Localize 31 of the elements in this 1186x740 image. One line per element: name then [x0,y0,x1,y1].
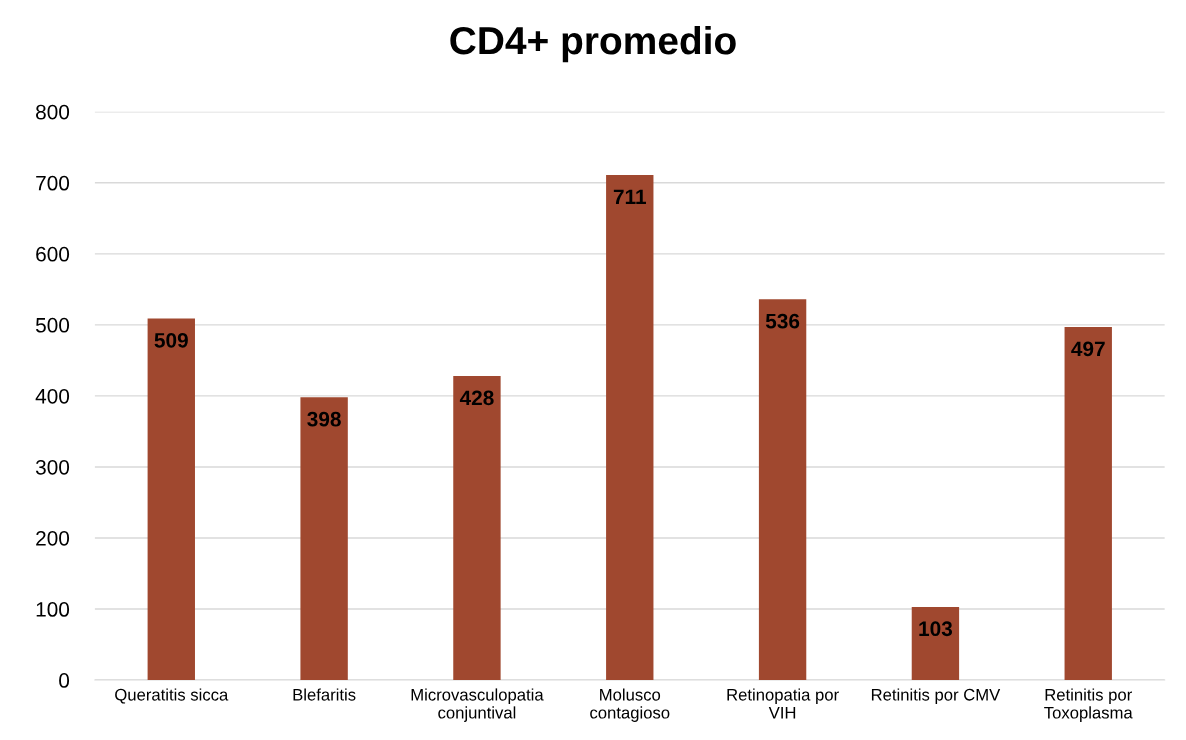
y-tick-label: 400 [35,388,70,404]
x-tick-label: Retinopatia por VIH [727,688,839,719]
x-tick-label: Queratitis sicca [115,688,229,704]
bar [758,299,807,681]
y-tick-label: 0 [59,673,70,688]
y-tick-label: 200 [36,530,70,546]
y-tick-label: 800 [36,104,70,120]
y-tick-label: 500 [35,317,70,333]
chart-title: CD4+ promedio [450,25,736,63]
bar [147,318,195,681]
data-label: 711 [613,189,646,204]
bar [911,606,960,681]
y-tick-label: 100 [36,602,70,617]
y-tick-label: 300 [35,459,70,475]
data-label: 103 [919,621,953,637]
x-tick-label: Microvasculopatia conjuntival [411,688,544,722]
x-tick-label: Blefaritis [293,688,356,701]
bar [1064,326,1112,681]
bar [606,174,654,681]
data-label: 428 [459,390,494,406]
bar [300,397,348,681]
x-tick-label: Molusco contagioso [590,688,670,722]
y-tick-label: 700 [36,175,70,191]
bar [453,376,501,681]
data-label: 398 [307,411,341,427]
y-tick-label: 600 [36,246,70,262]
x-tick-label: Retinitis por CMV [871,688,1001,704]
x-tick-label: Retinitis por Toxoplasma [1044,688,1133,722]
data-label: 536 [765,313,800,329]
data-label: 497 [1071,341,1105,357]
data-label: 509 [154,332,188,348]
